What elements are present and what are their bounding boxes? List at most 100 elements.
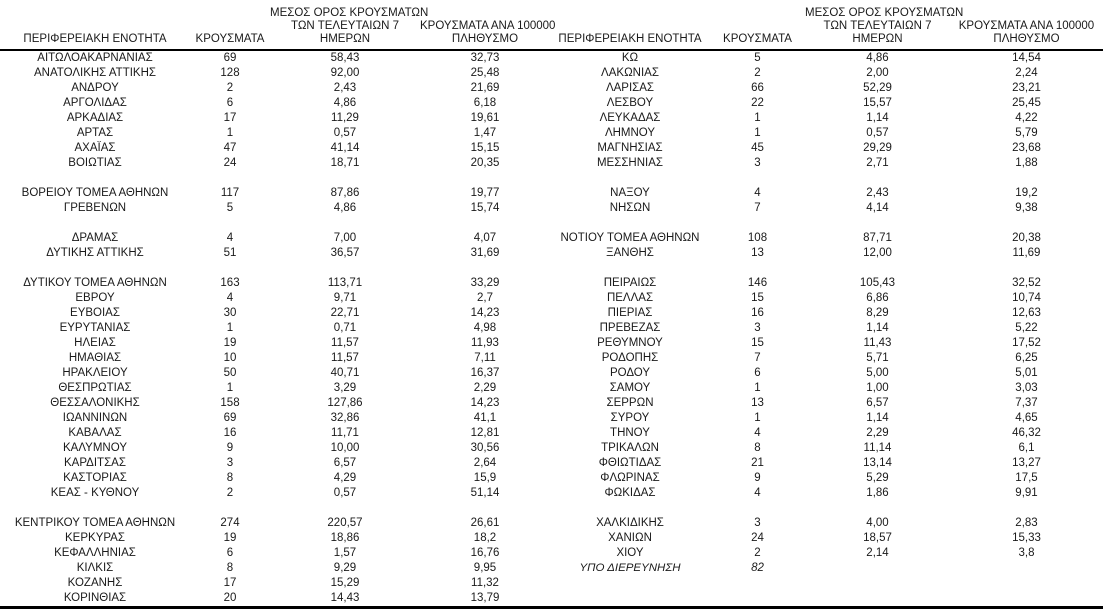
left-region-name-cell: ΚΑΣΤΟΡΙΑΣ (63, 472, 127, 484)
left-region-name-cell: ΚΕΝΤΡΙΚΟΥ ΤΟΜΕΑ ΑΘΗΝΩΝ (14, 517, 176, 529)
right-per100k-cell: 15,33 (1012, 532, 1041, 544)
right-cases-cell: 16 (751, 307, 764, 319)
table-row: ΗΛΕΙΑΣ 19 11,57 11,93 ΡΕΘΥΜΝΟΥ 15 11,43 17,52 (0, 336, 1103, 351)
table-row: ΔΥΤΙΚΟΥ ΤΟΜΕΑ ΑΘΗΝΩΝ 163 113,71 33,29 ΠΕΙΡΑΙ… (0, 276, 1103, 291)
right-per100k-cell: 23,21 (1012, 82, 1041, 94)
left-per100k-cell: 2,29 (473, 382, 497, 394)
spacer-cell (550, 261, 710, 276)
left-avg7-cell: 113,71 (327, 277, 363, 289)
right-cases-cell: 108 (747, 232, 768, 244)
header-avg7-left-line2: ΤΩΝ ΤΕΛΕΥΤΑΙΩΝ 7 (291, 20, 399, 32)
left-avg7-cell: 36,57 (330, 247, 360, 259)
right-avg7-cell: 13,14 (863, 457, 892, 469)
left-per100k-cell: 11,32 (471, 577, 499, 589)
table-row: ΑΧΑΪΑΣ 47 41,14 15,15 ΜΑΓΝΗΣΙΑΣ 45 29,29 23,68 (0, 141, 1103, 156)
right-region-name-cell: ΡΟΔΟΠΗΣ (601, 352, 659, 364)
right-cases-cell: 3 (754, 322, 761, 334)
right-per100k-cell: 20,38 (1012, 232, 1041, 244)
spacer-row (0, 501, 1103, 516)
right-cases-cell: 8 (754, 442, 761, 454)
right-per100k-cell: 1,88 (1015, 157, 1038, 169)
left-cases-cell: 6 (226, 547, 234, 559)
right-avg7-cell: 29,29 (863, 142, 892, 154)
left-per100k-cell: 11,93 (471, 337, 499, 349)
right-region-name-cell: ΡΟΔΟΥ (609, 367, 651, 379)
right-cases-cell: 3 (754, 517, 761, 529)
right-cases-cell: 5 (754, 52, 761, 64)
left-cases-cell: 1 (226, 382, 234, 394)
right-avg7-cell: 5,29 (866, 472, 889, 484)
spacer-cell (270, 501, 420, 516)
right-per100k-cell: 2,83 (1015, 517, 1038, 529)
right-region-name-cell: ΠΙΕΡΙΑΣ (607, 307, 653, 319)
right-region-name-cell: ΥΠΟ ΔΙΕΡΕΥΝΗΣΗ (579, 562, 681, 574)
spacer-cell (420, 261, 550, 276)
header-avg7-right: ΜΕΣΟΣ ΟΡΟΣ ΚΡΟΥΣΜΑΤΩΝ ΤΩΝ ΤΕΛΕΥΤΑΙΩΝ 7 Η… (805, 0, 963, 51)
right-region-name-cell: ΦΩΚΙΔΑΣ (604, 487, 656, 499)
right-per100k-cell: 12,63 (1012, 307, 1041, 319)
left-cases-cell: 5 (226, 202, 234, 214)
right-per100k-cell: 25,45 (1012, 97, 1041, 109)
left-per100k-cell: 19,77 (470, 187, 500, 199)
right-region-name-cell: ΤΗΝΟΥ (610, 427, 650, 439)
left-avg7-cell: 32,86 (330, 412, 360, 424)
right-region-name-cell: ΝΟΤΙΟΥ ΤΟΜΕΑ ΑΘΗΝΩΝ (560, 232, 700, 244)
right-cases-cell: 2 (754, 67, 761, 79)
left-avg7-cell: 127,86 (327, 397, 363, 409)
right-cases-cell: 24 (751, 532, 764, 544)
right-avg7-cell: 15,57 (863, 97, 892, 109)
left-region-name-cell: ΔΡΑΜΑΣ (71, 232, 119, 244)
left-cases-cell: 51 (223, 247, 237, 259)
table-header: ΠΕΡΙΦΕΡΕΙΑΚΗ ΕΝΟΤΗΤΑ ΚΡΟΥΣΜΑΤΑ ΜΕΣΟΣ ΟΡΟ… (0, 0, 1103, 51)
right-per100k-cell: 17,5 (1015, 472, 1038, 484)
table-row: ΒΟΡΕΙΟΥ ΤΟΜΕΑ ΑΘΗΝΩΝ 117 87,86 19,77 ΝΑΞΟΥ 4 2… (0, 186, 1103, 201)
left-avg7-cell: 87,86 (330, 187, 360, 199)
right-region-name-cell: ΛΗΜΝΟΥ (604, 127, 656, 139)
table-row: ΕΥΒΟΙΑΣ 30 22,71 14,23 ΠΙΕΡΙΑΣ 16 8,29 12,63 (0, 306, 1103, 321)
left-per100k-cell: 41,1 (473, 412, 497, 424)
left-avg7-cell: 4,86 (333, 202, 357, 214)
left-per100k-cell: 12,81 (470, 427, 500, 439)
right-avg7-cell: 4,00 (866, 517, 889, 529)
left-cases-cell: 6 (226, 97, 234, 109)
left-region-name-cell: ΑΡΚΑΔΙΑΣ (66, 112, 124, 124)
left-region-name-cell: ΑΡΓΟΛΙΔΑΣ (63, 97, 127, 109)
table-row: ΕΒΡΟΥ 4 9,71 2,7 ΠΕΛΛΑΣ 15 6,86 10,74 (0, 291, 1103, 306)
header-per100k-left-line2: ΠΛΗΘΥΣΜΟ (451, 33, 519, 45)
header-region-right: ΠΕΡΙΦΕΡΕΙΑΚΗ ΕΝΟΤΗΤΑ (550, 0, 710, 51)
right-region-name-cell: ΚΩ (621, 52, 639, 64)
left-avg7-cell: 6,57 (333, 457, 357, 469)
left-cases-cell: 17 (223, 112, 237, 124)
right-cases-cell: 66 (751, 82, 764, 94)
table-row: ΑΙΤΩΛΟΑΚΑΡΝΑΝΙΑΣ 69 58,43 32,73 ΚΩ 5 4,86 14,54 (0, 50, 1103, 66)
right-region-name-cell: ΛΑΚΩΝΙΑΣ (601, 67, 659, 79)
right-cases-cell: 15 (751, 337, 764, 349)
left-region-name-cell: ΓΡΕΒΕΝΩΝ (63, 202, 127, 214)
left-avg7-cell: 41,14 (330, 142, 360, 154)
right-per100k-cell: 3,03 (1015, 382, 1038, 394)
right-per100k-cell: 7,37 (1015, 397, 1038, 409)
header-row: ΠΕΡΙΦΕΡΕΙΑΚΗ ΕΝΟΤΗΤΑ ΚΡΟΥΣΜΑΤΑ ΜΕΣΟΣ ΟΡΟ… (0, 0, 1103, 51)
right-per100k-cell (950, 561, 1103, 576)
left-cases-cell: 24 (223, 157, 237, 169)
spacer-cell (0, 501, 190, 516)
right-cases-cell: 21 (751, 457, 764, 469)
right-cases-cell: 15 (751, 292, 764, 304)
right-region-name-cell: ΝΑΞΟΥ (610, 187, 650, 199)
header-avg7-left: ΜΕΣΟΣ ΟΡΟΣ ΚΡΟΥΣΜΑΤΩΝ ΤΩΝ ΤΕΛΕΥΤΑΙΩΝ 7 Η… (270, 0, 428, 51)
table-row: ΚΕΑΣ - ΚΥΘΝΟΥ 2 0,57 51,14 ΦΩΚΙΔΑΣ 4 1,86 9,91 (0, 486, 1103, 501)
left-avg7-cell: 14,43 (330, 592, 360, 604)
spacer-cell (550, 216, 710, 231)
left-avg7-cell: 3,29 (333, 382, 357, 394)
left-avg7-cell: 18,86 (330, 532, 360, 544)
table-row: ΗΜΑΘΙΑΣ 10 11,57 7,11 ΡΟΔΟΠΗΣ 7 5,71 6,25 (0, 351, 1103, 366)
table-row: ΗΡΑΚΛΕΙΟΥ 50 40,71 16,37 ΡΟΔΟΥ 6 5,00 5,01 (0, 366, 1103, 381)
left-region-name-cell: ΚΕΡΚΥΡΑΣ (65, 532, 125, 544)
header-cases-right: ΚΡΟΥΣΜΑΤΑ (710, 0, 805, 51)
header-per100k-left-line1: ΚΡΟΥΣΜΑΤΑ ΑΝΑ 100000 (420, 20, 556, 32)
left-avg7-cell: 7,00 (333, 232, 357, 244)
left-cases-cell: 158 (220, 397, 240, 409)
right-avg7-cell: 1,86 (866, 487, 889, 499)
left-region-name-cell: ΙΩΑΝΝΙΝΩΝ (62, 412, 128, 424)
left-cases-cell: 16 (223, 427, 237, 439)
